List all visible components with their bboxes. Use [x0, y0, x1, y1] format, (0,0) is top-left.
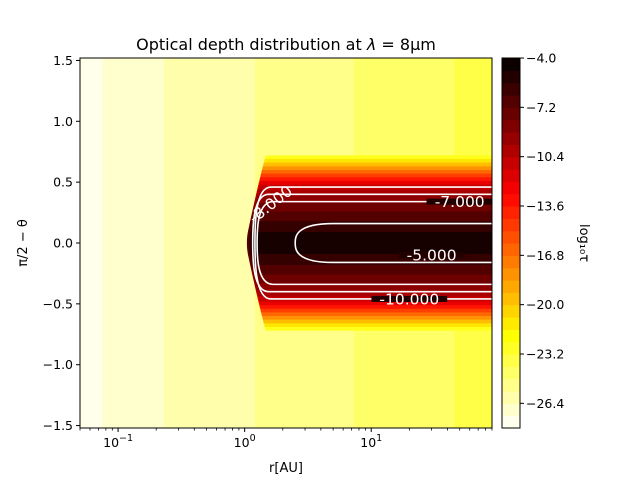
- colorbar-tick-label-5: −20.0: [526, 297, 564, 312]
- y-tick-label-4: −0.5: [43, 296, 73, 311]
- colorbar-tick-label-1: −7.2: [526, 100, 556, 115]
- x-axis: 10−1 100 101: [79, 428, 493, 450]
- colorbar-level-19: [502, 181, 520, 195]
- colorbar-tick-label-7: −26.4: [526, 396, 564, 411]
- y-axis: 1.5 1.0 0.5 0.0 −0.5 −1.0 −1.5: [43, 53, 80, 433]
- contour-gap-2: [426, 198, 492, 205]
- contour-label-2: -7.000: [435, 193, 485, 211]
- colorbar-level-28: [502, 70, 520, 84]
- contour-label-3: -5.000: [407, 247, 457, 265]
- colorbar-label: log₁₀τ: [576, 224, 591, 262]
- colorbar-level-13: [502, 255, 520, 269]
- chart-title: Optical depth distribution at λ = 8μm: [136, 35, 436, 54]
- colorbar-level-3: [502, 378, 520, 392]
- contour-gap-3: [398, 252, 465, 259]
- colorbar-level-11: [502, 280, 520, 293]
- colorbar-level-8: [502, 317, 520, 330]
- colorbar-level-9: [502, 304, 520, 318]
- colorbar-level-10: [502, 292, 520, 306]
- colorbar: [502, 58, 520, 429]
- colorbar-tick-label-3: −13.6: [526, 199, 564, 214]
- colorbar-level-21: [502, 156, 520, 170]
- colorbar-level-22: [502, 144, 520, 158]
- x-axis-label: r[AU]: [269, 461, 303, 476]
- colorbar-level-17: [502, 206, 520, 219]
- colorbar-level-18: [502, 193, 520, 207]
- colorbar-ticks: −4.0 −7.2 −10.4 −13.6 −16.8 −20.0 −23.2 −26.4: [520, 51, 564, 411]
- colorbar-level-5: [502, 354, 520, 367]
- y-tick-label-3: 0.0: [53, 236, 73, 251]
- background-band-0: [80, 58, 103, 428]
- colorbar-level-29: [502, 58, 520, 71]
- colorbar-level-0: [502, 415, 520, 429]
- contour-line-3: [294, 222, 492, 264]
- colorbar-frame: [501, 57, 521, 429]
- contour-line-1: [251, 193, 492, 293]
- colorbar-tick-label-6: −23.2: [526, 347, 564, 362]
- colorbar-level-25: [502, 107, 520, 121]
- colorbar-level-26: [502, 95, 520, 108]
- y-axis-label: π/2 − θ: [16, 219, 31, 267]
- colorbar-level-4: [502, 366, 520, 380]
- colorbar-level-12: [502, 267, 520, 281]
- colorbar-tick-label-2: −10.4: [526, 149, 564, 164]
- colorbar-tick-label-4: −16.8: [526, 248, 564, 263]
- x-tick-label-1: 100: [234, 433, 256, 450]
- colorbar-level-15: [502, 230, 520, 244]
- colorbar-level-23: [502, 132, 520, 145]
- colorbar-level-14: [502, 243, 520, 256]
- plot-area: -10.000-8.000 -7.000-5.000: [80, 58, 492, 428]
- background-band-1: [102, 58, 164, 428]
- contour-label-0: -10.000: [379, 290, 439, 308]
- contour-gap-0: [371, 295, 448, 302]
- colorbar-level-24: [502, 119, 520, 133]
- y-tick-label-0: 1.5: [53, 53, 73, 68]
- colorbar-level-1: [502, 403, 520, 417]
- x-tick-label-0: 10−1: [103, 433, 133, 450]
- colorbar-level-6: [502, 341, 520, 355]
- y-tick-label-1: 1.0: [53, 114, 73, 129]
- colorbar-level-27: [502, 82, 520, 96]
- background-band-2: [163, 58, 255, 428]
- colorbar-level-2: [502, 391, 520, 404]
- y-tick-label-6: −1.5: [43, 418, 73, 433]
- colorbar-tick-label-0: −4.0: [526, 51, 556, 66]
- contour-line-2: [256, 200, 492, 286]
- y-tick-label-5: −1.0: [43, 357, 73, 372]
- colorbar-level-16: [502, 218, 520, 232]
- colorbar-level-7: [502, 329, 520, 343]
- x-tick-label-2: 101: [360, 433, 382, 450]
- contour-line-0: [254, 186, 492, 300]
- colorbar-level-20: [502, 169, 520, 182]
- y-tick-label-2: 0.5: [53, 175, 73, 190]
- disk-layer-14: [251, 232, 492, 254]
